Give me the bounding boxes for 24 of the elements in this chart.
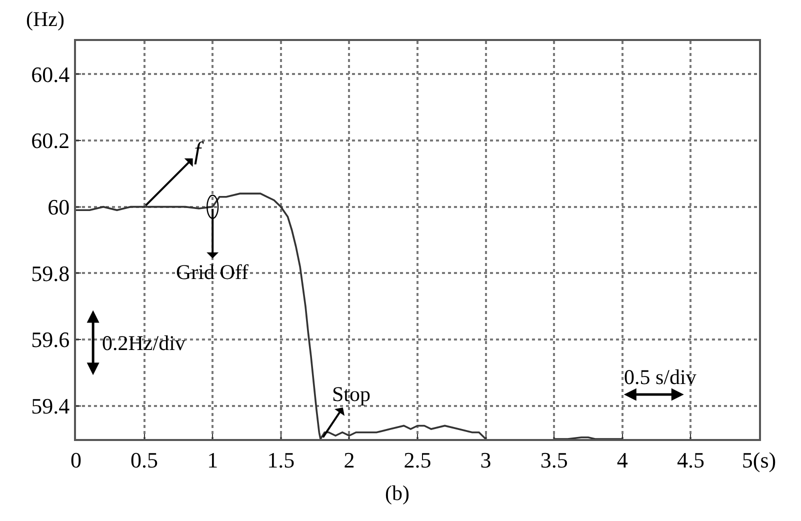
x-tick-label: 0.5 (130, 447, 158, 472)
annotation: Stop (332, 382, 371, 406)
annotation: Grid Off (176, 260, 249, 284)
y-axis-title: (Hz) (26, 7, 64, 31)
x-tick-label: 1.5 (267, 447, 295, 472)
x-tick-label: 4 (616, 447, 628, 472)
x-tick-label: 4.5 (676, 447, 704, 472)
text: (b) (385, 481, 410, 505)
y-tick-label: 60.4 (31, 62, 70, 87)
annotation: 0.5 s/div (624, 365, 697, 389)
annotation: 0.2Hz/div (102, 331, 186, 355)
x-tick-label: 3 (480, 447, 492, 472)
x-tick-label: 2 (344, 447, 355, 472)
y-tick-label: 59.4 (31, 394, 70, 419)
x-tick-label: 0 (70, 447, 82, 472)
x-tick-label: 3.5 (540, 447, 568, 472)
annotation: f (194, 138, 204, 165)
y-tick-label: 59.8 (31, 260, 70, 286)
y-tick-label: 60 (48, 194, 70, 220)
x-tick-label: 2.5 (404, 447, 432, 472)
y-tick-label: 59.6 (31, 327, 70, 352)
y-tick-label: 60.2 (31, 128, 70, 154)
x-tick-label: 1 (207, 447, 218, 472)
x-tick-label: 5(s) (742, 447, 776, 472)
